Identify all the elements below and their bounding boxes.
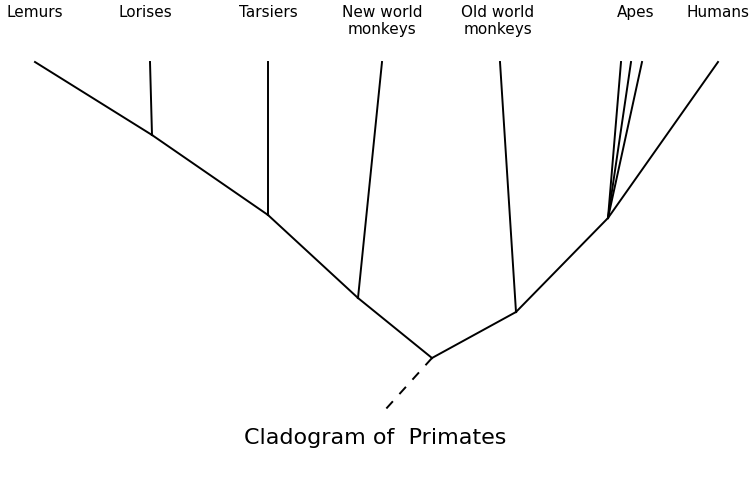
Text: New world
monkeys: New world monkeys (342, 5, 422, 37)
Text: Lorises: Lorises (118, 5, 172, 20)
Text: Apes: Apes (617, 5, 655, 20)
Text: Cladogram of  Primates: Cladogram of Primates (244, 428, 506, 448)
Text: Lemurs: Lemurs (7, 5, 63, 20)
Text: Old world
monkeys: Old world monkeys (461, 5, 535, 37)
Text: Tarsiers: Tarsiers (238, 5, 297, 20)
Text: Humans: Humans (686, 5, 749, 20)
